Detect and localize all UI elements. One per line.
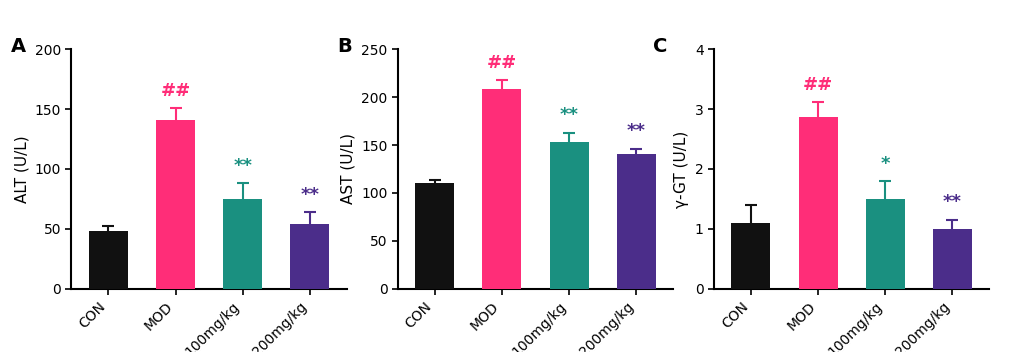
Text: B: B: [337, 37, 352, 56]
Bar: [549, 142, 588, 289]
Text: **: **: [626, 122, 645, 140]
Text: ##: ##: [486, 54, 517, 71]
Text: **: **: [300, 186, 319, 204]
Bar: [290, 224, 329, 289]
Bar: [616, 153, 655, 289]
Bar: [482, 89, 521, 289]
Y-axis label: γ-GT (U/L): γ-GT (U/L): [674, 130, 689, 208]
Bar: [865, 199, 904, 289]
Text: A: A: [11, 37, 25, 56]
Bar: [798, 117, 837, 289]
Bar: [731, 223, 769, 289]
Text: **: **: [233, 157, 252, 175]
Text: ##: ##: [802, 76, 833, 94]
Text: *: *: [879, 155, 890, 172]
Text: ##: ##: [160, 82, 191, 100]
Bar: [415, 183, 453, 289]
Text: **: **: [942, 194, 961, 212]
Y-axis label: AST (U/L): AST (U/L): [340, 133, 355, 205]
Text: C: C: [653, 37, 667, 56]
Bar: [89, 231, 127, 289]
Bar: [156, 120, 195, 289]
Bar: [932, 229, 971, 289]
Text: **: **: [559, 106, 578, 124]
Bar: [223, 199, 262, 289]
Y-axis label: ALT (U/L): ALT (U/L): [14, 135, 29, 203]
